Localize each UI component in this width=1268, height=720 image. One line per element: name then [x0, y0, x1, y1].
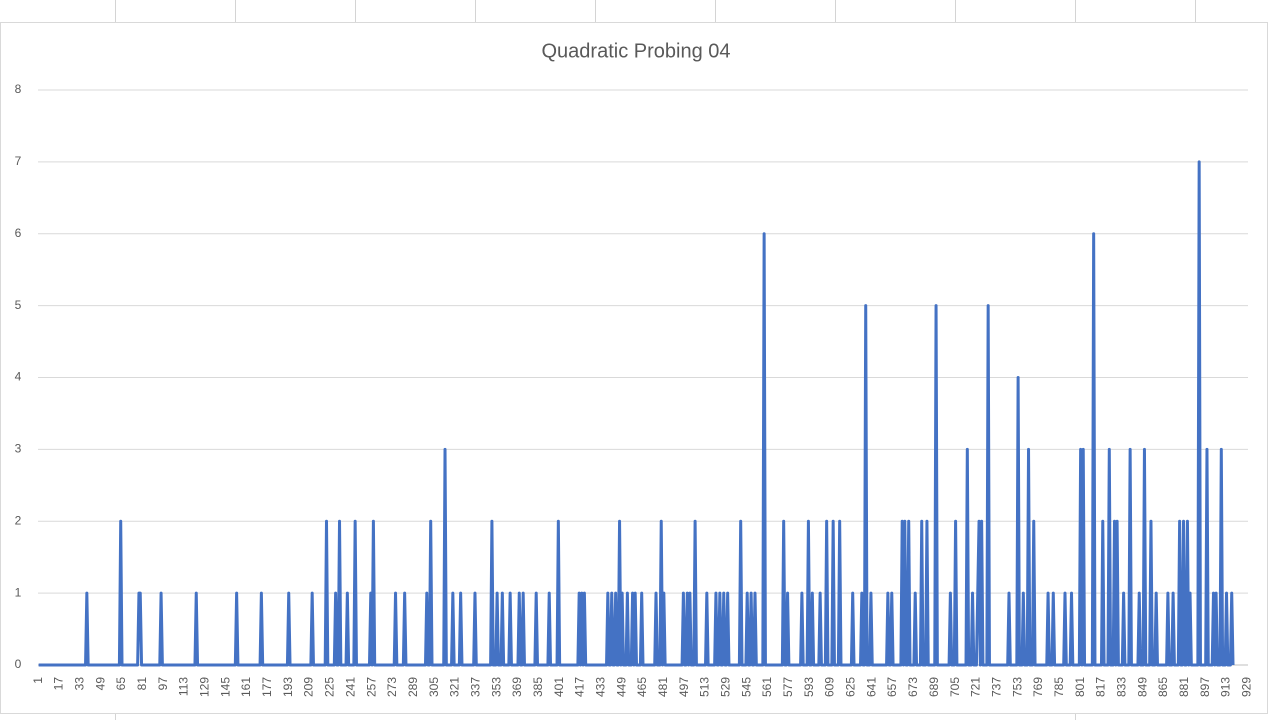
- x-tick-label: 33: [73, 677, 87, 691]
- x-tick-label: 193: [281, 677, 295, 697]
- x-tick-label: 881: [1177, 677, 1191, 697]
- x-tick-label: 401: [552, 677, 566, 697]
- x-tick-label: 273: [385, 677, 399, 697]
- x-tick-label: 769: [1031, 677, 1045, 697]
- x-tick-label: 545: [739, 677, 753, 697]
- x-tick-label: 577: [781, 677, 795, 697]
- x-tick-label: 849: [1135, 677, 1149, 697]
- x-tick-label: 721: [969, 677, 983, 697]
- x-tick-label: 129: [198, 677, 212, 697]
- x-tick-label: 385: [531, 677, 545, 697]
- x-tick-label: 753: [1010, 677, 1024, 697]
- x-tick-label: 225: [323, 677, 337, 697]
- y-tick-label: 4: [15, 370, 22, 384]
- x-tick-label: 209: [302, 677, 316, 697]
- x-tick-label: 833: [1114, 677, 1128, 697]
- x-tick-label: 145: [218, 677, 232, 697]
- x-tick-label: 801: [1073, 677, 1087, 697]
- y-tick-label: 2: [15, 513, 22, 527]
- x-tick-label: 929: [1240, 677, 1254, 697]
- x-tick-label: 673: [906, 677, 920, 697]
- x-tick-label: 529: [719, 677, 733, 697]
- x-tick-label: 369: [510, 677, 524, 697]
- x-tick-label: 49: [93, 677, 107, 691]
- x-tick-label: 913: [1219, 677, 1233, 697]
- y-tick-label: 7: [15, 154, 22, 168]
- x-tick-label: 433: [593, 677, 607, 697]
- x-tick-label: 705: [948, 677, 962, 697]
- x-tick-label: 497: [677, 677, 691, 697]
- y-tick-label: 8: [15, 82, 22, 96]
- x-tick-label: 625: [844, 677, 858, 697]
- cell-gridlines: [115, 0, 1196, 720]
- x-tick-label: 817: [1094, 677, 1108, 697]
- x-tick-label: 561: [760, 677, 774, 697]
- x-tick-label: 337: [468, 677, 482, 697]
- chart-title: Quadratic Probing 04: [541, 40, 730, 62]
- y-tick-label: 5: [15, 298, 22, 312]
- y-tick-label: 0: [15, 657, 22, 671]
- x-tick-label: 737: [989, 677, 1003, 697]
- x-tick-label: 17: [52, 677, 66, 691]
- y-tick-label: 6: [15, 226, 22, 240]
- x-tick-label: 513: [698, 677, 712, 697]
- x-tick-label: 897: [1198, 677, 1212, 697]
- x-tick-label: 177: [260, 677, 274, 697]
- x-tick-label: 113: [177, 677, 191, 696]
- x-tick-label: 305: [427, 677, 441, 697]
- x-tick-label: 481: [656, 677, 670, 697]
- x-tick-label: 257: [364, 677, 378, 697]
- x-tick-label: 65: [114, 677, 128, 691]
- x-tick-label: 449: [614, 677, 628, 697]
- x-tick-label: 417: [573, 677, 587, 697]
- x-tick-label: 641: [864, 677, 878, 697]
- x-tick-label: 321: [448, 677, 462, 697]
- x-tick-label: 689: [927, 677, 941, 697]
- x-tick-label: 97: [156, 677, 170, 691]
- x-tick-label: 1: [31, 677, 45, 684]
- x-tick-label: 241: [343, 677, 357, 697]
- data-line: [38, 160, 1235, 667]
- x-tick-label: 865: [1156, 677, 1170, 697]
- x-tick-label: 785: [1052, 677, 1066, 697]
- x-tick-label: 353: [489, 677, 503, 697]
- x-tick-label: 465: [635, 677, 649, 697]
- x-tick-label: 81: [135, 677, 149, 691]
- y-tick-label: 1: [15, 585, 22, 599]
- x-tick-label: 593: [802, 677, 816, 697]
- x-tick-label: 609: [823, 677, 837, 697]
- x-tick-label: 657: [885, 677, 899, 697]
- x-tick-label: 161: [239, 677, 253, 697]
- y-tick-label: 3: [15, 442, 22, 456]
- x-tick-label: 289: [406, 677, 420, 697]
